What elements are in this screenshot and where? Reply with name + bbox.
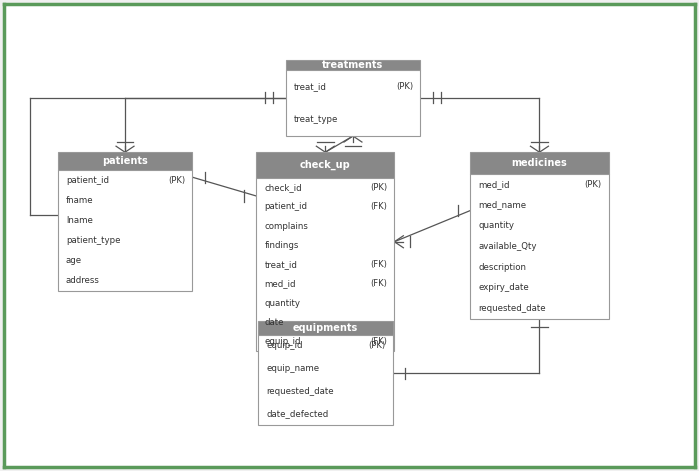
Text: (FK): (FK) [370, 279, 387, 288]
Bar [286, 70, 420, 136]
Text: med_id: med_id [479, 180, 510, 189]
Text: requested_date: requested_date [266, 387, 334, 396]
Text: (PK): (PK) [370, 183, 387, 192]
Bar [470, 152, 609, 174]
Text: treat_id: treat_id [264, 260, 297, 269]
Text: check_id: check_id [264, 183, 302, 192]
Text: complains: complains [264, 222, 308, 231]
Bar [58, 170, 192, 291]
Text: treatments: treatments [322, 60, 384, 70]
Bar [286, 60, 420, 70]
Bar [258, 321, 393, 334]
Text: quantity: quantity [264, 299, 301, 308]
Bar [257, 152, 394, 178]
Text: patient_type: patient_type [66, 236, 120, 245]
Text: lname: lname [66, 216, 93, 225]
Text: address: address [66, 276, 100, 285]
Text: description: description [479, 262, 526, 271]
Text: patients: patients [102, 156, 148, 166]
Text: treat_type: treat_type [294, 115, 338, 124]
Bar [58, 152, 192, 170]
Text: med_id: med_id [264, 279, 296, 288]
Text: date: date [264, 318, 284, 327]
Bar [258, 334, 393, 425]
Text: (FK): (FK) [370, 203, 387, 211]
Text: med_name: med_name [479, 201, 527, 210]
Text: medicines: medicines [512, 158, 568, 168]
Text: (PK): (PK) [396, 81, 413, 91]
Text: quantity: quantity [479, 221, 514, 230]
Text: equip_id: equip_id [264, 337, 301, 346]
Text: available_Qty: available_Qty [479, 242, 537, 251]
Text: age: age [66, 256, 82, 265]
Text: (PK): (PK) [584, 180, 602, 189]
Text: (FK): (FK) [370, 260, 387, 269]
Text: patient_id: patient_id [66, 176, 109, 185]
Text: (PK): (PK) [168, 176, 185, 185]
Text: findings: findings [264, 241, 299, 250]
Text: treat_id: treat_id [294, 81, 326, 91]
Text: date_defected: date_defected [266, 409, 329, 418]
Text: equipments: equipments [293, 323, 358, 333]
Text: requested_date: requested_date [479, 304, 547, 313]
Bar [257, 178, 394, 351]
Text: equip_name: equip_name [266, 364, 319, 373]
Text: patient_id: patient_id [264, 203, 308, 211]
Text: check_up: check_up [300, 160, 351, 171]
Bar [470, 174, 609, 319]
Text: equip_id: equip_id [266, 341, 303, 350]
Text: (FK): (FK) [370, 337, 387, 346]
Text: expiry_date: expiry_date [479, 283, 529, 292]
Text: (PK): (PK) [368, 341, 386, 350]
Text: fname: fname [66, 196, 94, 205]
